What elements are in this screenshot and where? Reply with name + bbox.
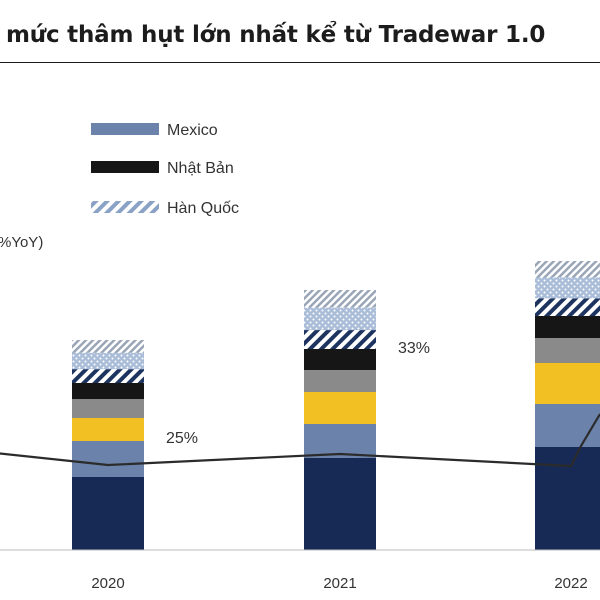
bar-segment-2021-2 xyxy=(304,424,376,458)
annotation-2020: 25% xyxy=(166,430,198,447)
legend-label-han-quoc: Hàn Quốc xyxy=(167,200,239,217)
series-line-yoy xyxy=(0,413,600,468)
bar-segment-2021-4 xyxy=(304,370,376,392)
x-tick-label-2020: 2020 xyxy=(91,575,124,592)
legend-swatch-nhat-ban xyxy=(91,161,159,173)
bar-segment-2021-3 xyxy=(304,392,376,424)
annotation-layer: 25% 33% xyxy=(166,340,430,447)
bars-layer xyxy=(72,261,600,550)
bar-segment-2022-4 xyxy=(535,338,600,363)
legend-swatch-mexico xyxy=(91,123,159,135)
y-axis-label: %YoY) xyxy=(0,234,43,251)
bar-segment-2020-5 xyxy=(72,383,144,399)
bar-segment-2020-2 xyxy=(72,441,144,477)
bar-segment-2022-5 xyxy=(535,316,600,338)
legend-label-nhat-ban: Nhật Bản xyxy=(167,160,234,177)
bar-segment-2022-6 xyxy=(535,261,600,316)
legend: Mexico Nhật Bản Hàn Quốc xyxy=(91,122,239,217)
title-rule xyxy=(0,62,600,63)
bar-segment-2022-1 xyxy=(535,447,600,550)
bar-segment-2020-1 xyxy=(72,477,144,550)
bar-segment-2022-3 xyxy=(535,363,600,404)
bar-segment-2020-3 xyxy=(72,418,144,441)
x-tick-label-2022: 2022 xyxy=(554,575,587,592)
bar-segment-2021-1 xyxy=(304,458,376,550)
bar-segment-2022-2 xyxy=(535,404,600,447)
bar-segment-2020-6 xyxy=(72,340,144,383)
annotation-2021: 33% xyxy=(398,340,430,357)
bar-segment-2021-5 xyxy=(304,349,376,370)
x-tick-label-2021: 2021 xyxy=(323,575,356,592)
x-tick-layer: 2020 2021 2022 xyxy=(91,575,587,592)
chart-title: mức thâm hụt lớn nhất kể từ Tradewar 1.0 xyxy=(6,22,546,48)
legend-swatch-han-quoc xyxy=(91,201,159,213)
bar-segment-2021-6 xyxy=(304,290,376,349)
bar-segment-2020-4 xyxy=(72,399,144,418)
legend-label-mexico: Mexico xyxy=(167,122,218,139)
